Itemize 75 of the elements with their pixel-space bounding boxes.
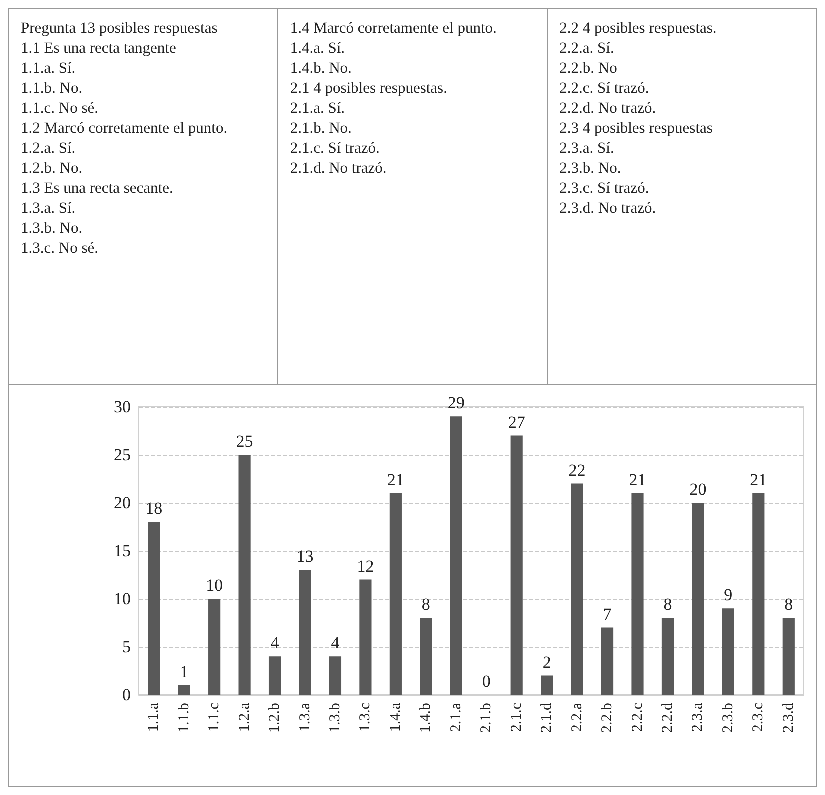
x-tick-label: 1.3.a bbox=[297, 702, 314, 732]
x-tick-label: 2.3.d bbox=[780, 702, 797, 733]
y-tick-label: 15 bbox=[114, 542, 131, 560]
data-label: 2 bbox=[542, 652, 552, 672]
data-label: 12 bbox=[357, 556, 374, 576]
data-label: 7 bbox=[603, 604, 612, 624]
x-tick-label: 1.4.a bbox=[388, 702, 404, 732]
data-label: 21 bbox=[387, 470, 404, 490]
text: 2.2 4 posibles respuestas. 2.2.a. Sí. 2.2.b. No 2.2.c. Sí trazó. 2.2.d. No trazó. 2.3 4 posibles respuestas 2.3.a. Sí. 2.3.b. No. 2.3.c. Sí trazó. 2.3.d. No trazó. bbox=[560, 20, 717, 217]
x-tick-label: 1.3.b bbox=[327, 703, 344, 733]
x-tick-label: 2.1.a bbox=[448, 702, 464, 732]
bar bbox=[329, 656, 342, 695]
data-label: 8 bbox=[422, 595, 430, 614]
data-label: 1 bbox=[180, 662, 189, 682]
bar bbox=[148, 522, 160, 695]
data-label: 10 bbox=[206, 576, 224, 595]
bar bbox=[601, 628, 614, 695]
y-tick-label: 5 bbox=[122, 638, 131, 656]
x-tick-label: 2.1.c bbox=[508, 702, 525, 732]
x-tick-label: 2.2.c bbox=[630, 702, 646, 732]
data-label: 21 bbox=[750, 470, 768, 490]
bar bbox=[268, 656, 282, 695]
x-tick-label: 1.1.b bbox=[176, 703, 192, 733]
bar bbox=[420, 618, 432, 695]
x-tick-label: 1.4.b bbox=[418, 703, 434, 733]
x-tick-label: 2.3.b bbox=[720, 703, 736, 733]
bar bbox=[208, 599, 221, 695]
bar bbox=[238, 455, 251, 695]
x-tick-label: 2.3.c bbox=[750, 702, 767, 732]
data-label: 18 bbox=[146, 499, 163, 518]
bar bbox=[571, 484, 584, 695]
text: Pregunta 13 posibles respuestas 1.1 Es una recta tangente 1.1.a. Sí. 1.1.b. No. 1.1.c. No sé. 1.2 Marcó corretamente el punto. 1.2.a. Sí. 1.2.b. No. 1.3 Es una recta secante. 1.3.a. Sí. 1.3.b. No. 1.3.c. No sé. bbox=[21, 20, 228, 257]
data-label: 8 bbox=[664, 595, 672, 614]
data-label: 9 bbox=[724, 586, 733, 605]
data-label: 0 bbox=[482, 672, 491, 691]
x-tick-label: 1.2.b bbox=[267, 703, 284, 733]
bar bbox=[692, 503, 704, 695]
y-tick-label: 20 bbox=[114, 494, 131, 512]
bar bbox=[782, 618, 795, 695]
y-tick-label: 10 bbox=[114, 590, 131, 608]
data-label: 25 bbox=[236, 432, 254, 451]
bar bbox=[632, 493, 644, 695]
bar bbox=[510, 436, 523, 695]
x-tick-label: 1.1.a bbox=[146, 702, 162, 732]
x-tick-label: 2.1.b bbox=[478, 703, 495, 733]
y-tick-label: 30 bbox=[114, 398, 131, 416]
x-tick-label: 2.2.b bbox=[600, 703, 616, 733]
text: 1.4 Marcó corretamente el punto. 1.4.a. Sí. 1.4.b. No. 2.1 4 posibles respuestas. 2.1.a. Sí. 2.1.b. No. 2.1.c. Sí trazó. 2.1.d. No trazó. bbox=[277, 9, 547, 384]
data-label: 13 bbox=[296, 547, 314, 566]
bar bbox=[299, 570, 312, 695]
y-tick-label: 25 bbox=[114, 446, 131, 464]
bar bbox=[390, 493, 402, 695]
bar bbox=[752, 493, 765, 695]
data-label: 4 bbox=[331, 634, 340, 653]
bar bbox=[662, 618, 674, 695]
x-tick-label: 2.1.d bbox=[539, 702, 556, 733]
data-label: 8 bbox=[784, 595, 794, 614]
data-label: 29 bbox=[448, 394, 465, 413]
x-tick-label: 1.2.a bbox=[236, 702, 253, 732]
data-label: 22 bbox=[568, 460, 586, 480]
x-tick-label: 2.3.a bbox=[690, 702, 706, 732]
bar bbox=[722, 608, 734, 695]
bar bbox=[541, 676, 554, 695]
data-label: 27 bbox=[508, 412, 526, 432]
data-label: 4 bbox=[270, 634, 280, 653]
bar bbox=[178, 685, 190, 695]
data-label: 20 bbox=[690, 480, 707, 499]
x-tick-label: 2.2.a bbox=[569, 702, 586, 732]
x-tick-label: 1.1.c bbox=[206, 702, 223, 732]
bar bbox=[450, 416, 462, 695]
data-label: 21 bbox=[629, 470, 646, 490]
x-tick-label: 1.3.c bbox=[358, 702, 374, 732]
x-tick-label: 2.2.d bbox=[660, 702, 676, 733]
bar bbox=[360, 580, 372, 695]
y-tick-label: 0 bbox=[122, 686, 131, 704]
